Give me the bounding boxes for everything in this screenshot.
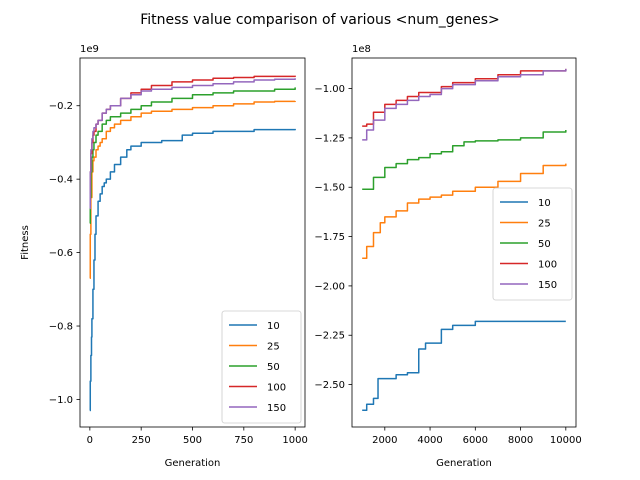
axis-offset-text: 1e9 (80, 44, 99, 55)
legend-label-50: 50 (267, 362, 280, 373)
series-line-25 (89, 100, 296, 280)
series-line-25 (362, 163, 567, 260)
axes-frame (351, 57, 577, 428)
legend-label-100: 100 (538, 260, 557, 271)
y-axis-label: Fitness (20, 225, 31, 260)
x-tick-label: 0 (87, 435, 93, 446)
x-tick-label: 6000 (463, 435, 488, 446)
subplot-1: 0 250 500 750 1000 −1.0 −0.8 −0.6 −0.4 −0.2 1e9 Gen… (20, 44, 308, 469)
x-tick-label: 4000 (417, 435, 442, 446)
series-line-50 (362, 130, 567, 190)
legend: 10 25 50 100 150 (492, 187, 573, 301)
x-tick-label: 10000 (550, 435, 582, 446)
legend-label-100: 100 (267, 383, 286, 394)
y-tick-label: −1.0 (49, 395, 73, 406)
series-line-150 (362, 68, 567, 141)
series-line-150 (89, 78, 296, 210)
y-tick-label: −1.50 (314, 183, 345, 194)
axis-offset-text: 1e8 (352, 44, 371, 55)
legend-label-25: 25 (267, 342, 280, 353)
legend-box (221, 310, 302, 424)
x-tick-label: 750 (234, 435, 253, 446)
x-tick-label: 8000 (508, 435, 533, 446)
x-axis-label: Generation (436, 458, 492, 469)
x-tick-label: 250 (132, 435, 151, 446)
y-tick-label: −1.75 (314, 232, 345, 243)
legend-label-150: 150 (538, 280, 557, 291)
legend-label-10: 10 (267, 321, 280, 332)
legend-label-150: 150 (267, 403, 286, 414)
series-line-50 (89, 87, 296, 224)
y-tick-label: −0.2 (49, 101, 73, 112)
y-tick-label: −0.6 (49, 248, 73, 259)
legend-label-50: 50 (538, 239, 551, 250)
y-tick-label: −1.00 (314, 84, 345, 95)
y-tick-label: −2.50 (314, 380, 345, 391)
y-tick-label: −1.25 (314, 133, 345, 144)
y-tick-label: −0.8 (49, 322, 73, 333)
series-line-10 (89, 128, 296, 412)
x-tick-label: 1000 (282, 435, 307, 446)
x-tick-label: 2000 (372, 435, 397, 446)
subplot-2: 2000 4000 6000 8000 10000 −2.50 −2.25 −2.00 −1.7… (314, 44, 581, 469)
series-line-10 (362, 320, 566, 411)
x-axis-label: Generation (165, 458, 221, 469)
y-tick-label: −2.25 (314, 331, 345, 342)
series-line-100 (362, 68, 567, 127)
y-tick-label: −0.4 (49, 175, 73, 186)
legend: 10 25 50 100 150 (221, 310, 302, 424)
legend-label-25: 25 (538, 219, 551, 230)
legend-box (492, 187, 573, 301)
figure-title: Fitness value comparison of various <num… (140, 12, 500, 28)
y-tick-label: −2.00 (314, 281, 345, 292)
legend-label-10: 10 (538, 198, 551, 209)
x-tick-label: 500 (183, 435, 202, 446)
